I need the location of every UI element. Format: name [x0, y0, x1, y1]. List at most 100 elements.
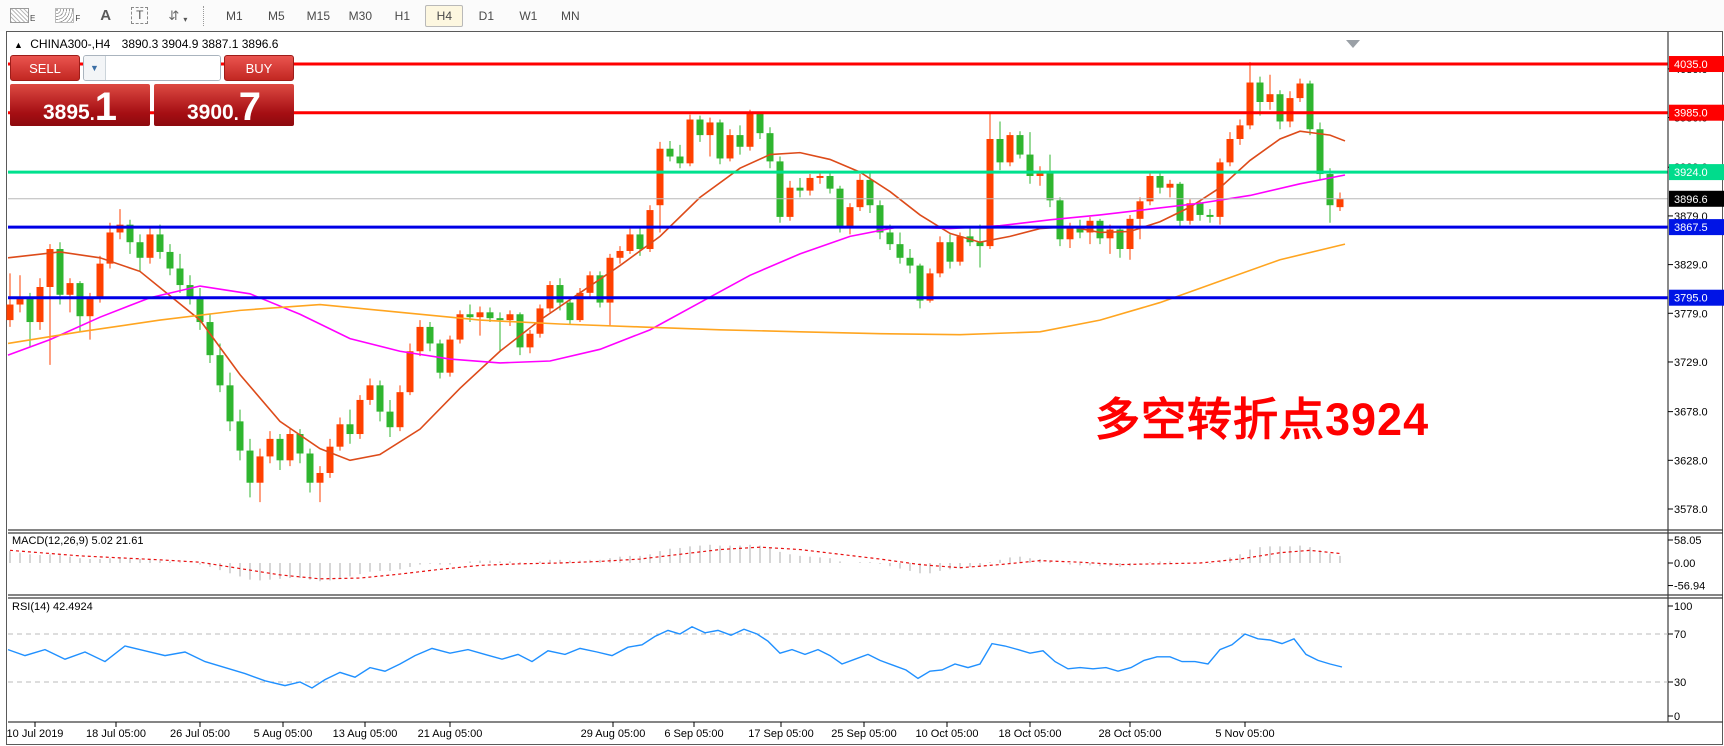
candle-up — [146, 234, 154, 258]
price-badge-4035.0 — [1669, 56, 1724, 73]
ohlc-values: 3890.3 3904.9 3887.1 3896.6 — [121, 37, 279, 51]
timeframe-button-h1[interactable]: H1 — [394, 8, 411, 23]
time-axis-label: 18 Jul 05:00 — [86, 728, 146, 740]
timeframe-button-h4[interactable]: H4 — [425, 4, 464, 27]
candle-down — [246, 450, 254, 483]
rsi-axis-label: 30 — [1674, 677, 1686, 689]
candle-down — [376, 385, 384, 412]
candle-up — [956, 236, 964, 262]
candle-down — [946, 242, 954, 262]
candle-down — [306, 453, 314, 483]
buy-price-main: 3900 — [187, 101, 234, 124]
price-tick-label: 3678.0 — [1674, 407, 1708, 419]
candle-down — [206, 322, 214, 356]
timeframe-button-m5[interactable]: M5 — [268, 8, 285, 23]
volume-decrease-button[interactable]: ▼ — [84, 56, 106, 80]
candle-up — [1126, 218, 1134, 250]
candle-down — [426, 326, 434, 344]
candle-up — [1336, 198, 1344, 208]
time-axis-label: 18 Oct 05:00 — [999, 728, 1062, 740]
candle-down — [736, 135, 744, 147]
candle-down — [196, 297, 204, 323]
price-badge-label: 3896.6 — [1674, 194, 1708, 206]
volume-stepper: ▼ ▲ — [83, 55, 221, 81]
candle-up — [816, 175, 824, 178]
text-box-icon[interactable]: T — [131, 7, 149, 24]
time-axis-label: 5 Nov 05:00 — [1215, 728, 1274, 740]
sell-price-tile[interactable]: 3895. 1 — [10, 84, 150, 127]
buy-price-pip: 7 — [238, 85, 261, 129]
toolbar: E F A T ⇵ ▾ M1 M5 M15 M30 H1 H4 D1 W1 MN — [0, 0, 1724, 32]
candle-down — [1196, 203, 1204, 215]
candle-down — [236, 421, 244, 451]
ma-mid-line — [7, 174, 1346, 364]
candle-up — [36, 286, 44, 323]
timeframe-button-m15[interactable]: M15 — [306, 8, 331, 23]
candle-up — [326, 446, 334, 473]
candle-down — [226, 385, 234, 422]
time-axis-label: 17 Sep 05:00 — [748, 728, 813, 740]
candle-up — [356, 399, 364, 435]
candle-up — [1106, 229, 1114, 239]
candle-up — [626, 234, 634, 251]
candle-down — [276, 438, 284, 461]
candle-down — [766, 133, 774, 162]
candle-down — [1176, 183, 1184, 221]
candle-up — [1166, 183, 1174, 188]
time-axis-label: 10 Jul 2019 — [7, 728, 64, 740]
price-badge-label: 3867.5 — [1674, 222, 1708, 234]
rsi-axis-label: 70 — [1674, 629, 1686, 641]
buy-button[interactable]: BUY — [224, 55, 294, 81]
candle-up — [366, 385, 374, 400]
time-axis-label: 29 Aug 05:00 — [581, 728, 646, 740]
timeframe-button-m30[interactable]: M30 — [348, 8, 373, 23]
arrange-arrows-icon[interactable]: ⇵ ▾ — [168, 7, 188, 24]
candle-up — [316, 472, 324, 483]
candle-down — [296, 434, 304, 454]
candle-up — [396, 392, 404, 428]
candle-up — [1226, 138, 1234, 163]
one-click-trade-panel: SELL ▼ ▲ BUY 3895.1 3900.7 — [10, 55, 294, 129]
candle-up — [106, 232, 114, 264]
candle-down — [1326, 174, 1334, 206]
price-badge-3795.0 — [1669, 289, 1724, 306]
timeframe-button-d1[interactable]: D1 — [478, 8, 495, 23]
candle-down — [776, 161, 784, 217]
candle-up — [96, 263, 104, 297]
candle-down — [1026, 154, 1034, 176]
rsi-indicator-label: RSI(14) 42.4924 — [12, 601, 93, 613]
candle-down — [876, 205, 884, 233]
timeframe-button-m1[interactable]: M1 — [226, 8, 243, 23]
candle-down — [26, 297, 34, 323]
candle-up — [446, 339, 454, 373]
volume-input[interactable] — [105, 56, 220, 80]
candle-down — [216, 355, 224, 386]
candle-up — [1286, 98, 1294, 122]
candle-down — [186, 285, 194, 298]
timeframe-button-mn[interactable]: MN — [561, 8, 580, 23]
candle-down — [1156, 175, 1164, 188]
candle-up — [286, 434, 294, 461]
candle-down — [1306, 83, 1314, 130]
candle-up — [1236, 125, 1244, 139]
candle-down — [56, 249, 64, 295]
rsi-line — [7, 626, 1343, 689]
candle-down — [1056, 200, 1064, 240]
candle-down — [756, 113, 764, 134]
buy-price-tile[interactable]: 3900. 7 — [154, 84, 294, 129]
timeframe-button-w1[interactable]: W1 — [519, 8, 538, 23]
candle-down — [76, 283, 84, 317]
dot-pattern-f-icon[interactable]: F — [55, 8, 80, 23]
symbol-up-arrow-icon: ▲ — [14, 40, 23, 50]
chart-shift-marker-icon[interactable] — [1346, 40, 1360, 48]
sell-button[interactable]: SELL — [10, 55, 80, 81]
candle-up — [1216, 162, 1224, 217]
sell-price-dot: . — [89, 104, 95, 124]
candle-down — [1276, 94, 1284, 122]
text-label-icon[interactable]: A — [100, 7, 112, 24]
time-axis-label: 26 Jul 05:00 — [170, 728, 230, 740]
candle-down — [996, 138, 1004, 163]
hatch-pattern-e-icon[interactable]: E — [10, 8, 35, 23]
candle-down — [126, 224, 134, 243]
